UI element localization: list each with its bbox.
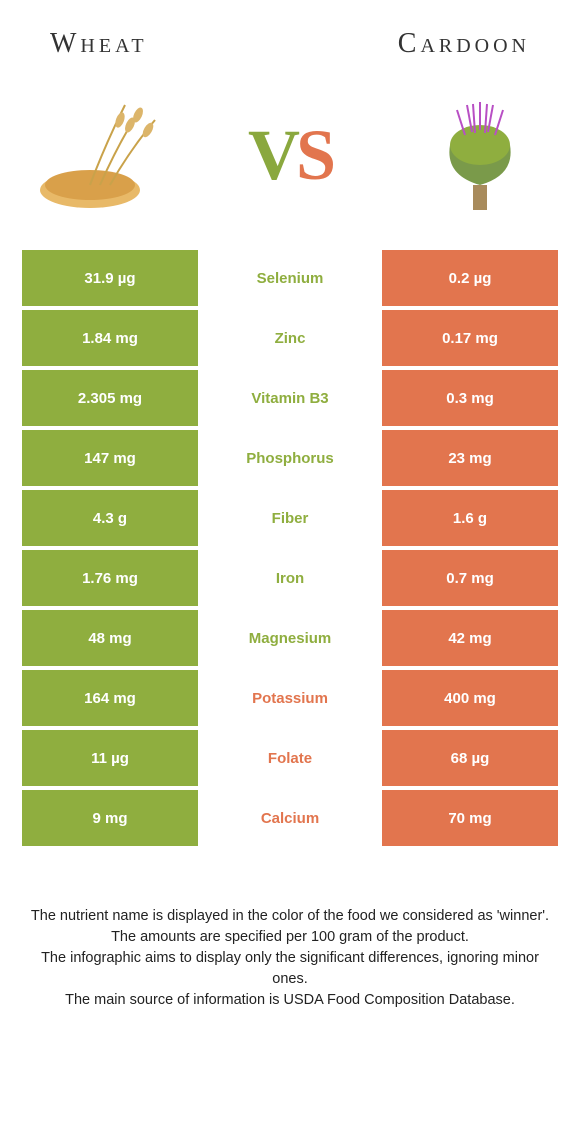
table-row: 2.305 mgVitamin B30.3 mg: [22, 370, 558, 426]
nutrient-name: Zinc: [202, 310, 378, 366]
right-value: 0.2 µg: [382, 250, 558, 306]
title-right: Cardoon: [398, 28, 530, 60]
left-value: 1.76 mg: [22, 550, 198, 606]
table-row: 1.76 mgIron0.7 mg: [22, 550, 558, 606]
nutrient-name: Selenium: [202, 250, 378, 306]
footer-notes: The nutrient name is displayed in the co…: [0, 906, 580, 1011]
vs-s: S: [296, 115, 332, 195]
nutrient-name: Phosphorus: [202, 430, 378, 486]
nutrient-name: Vitamin B3: [202, 370, 378, 426]
nutrient-name: Fiber: [202, 490, 378, 546]
right-value: 400 mg: [382, 670, 558, 726]
right-value: 23 mg: [382, 430, 558, 486]
nutrient-name: Potassium: [202, 670, 378, 726]
table-row: 4.3 gFiber1.6 g: [22, 490, 558, 546]
right-value: 68 µg: [382, 730, 558, 786]
table-row: 164 mgPotassium400 mg: [22, 670, 558, 726]
right-value: 1.6 g: [382, 490, 558, 546]
table-row: 9 mgCalcium70 mg: [22, 790, 558, 846]
left-value: 2.305 mg: [22, 370, 198, 426]
left-value: 48 mg: [22, 610, 198, 666]
footer-line-4: The main source of information is USDA F…: [28, 990, 552, 1011]
left-value: 147 mg: [22, 430, 198, 486]
right-value: 0.3 mg: [382, 370, 558, 426]
comparison-table: 31.9 µgSelenium0.2 µg1.84 mgZinc0.17 mg2…: [22, 250, 558, 846]
left-value: 31.9 µg: [22, 250, 198, 306]
footer-line-3: The infographic aims to display only the…: [28, 948, 552, 990]
footer-line-2: The amounts are specified per 100 gram o…: [28, 927, 552, 948]
left-value: 9 mg: [22, 790, 198, 846]
table-row: 48 mgMagnesium42 mg: [22, 610, 558, 666]
nutrient-name: Folate: [202, 730, 378, 786]
table-row: 31.9 µgSelenium0.2 µg: [22, 250, 558, 306]
images-row: VS: [0, 70, 580, 250]
left-value: 11 µg: [22, 730, 198, 786]
left-value: 164 mg: [22, 670, 198, 726]
vs-v: V: [248, 115, 296, 195]
title-left: Wheat: [50, 28, 148, 60]
left-value: 4.3 g: [22, 490, 198, 546]
table-row: 1.84 mgZinc0.17 mg: [22, 310, 558, 366]
nutrient-name: Magnesium: [202, 610, 378, 666]
nutrient-name: Calcium: [202, 790, 378, 846]
footer-line-1: The nutrient name is displayed in the co…: [28, 906, 552, 927]
vs-label: VS: [248, 114, 332, 197]
right-value: 42 mg: [382, 610, 558, 666]
header: Wheat Cardoon: [0, 0, 580, 70]
right-value: 0.17 mg: [382, 310, 558, 366]
nutrient-name: Iron: [202, 550, 378, 606]
left-value: 1.84 mg: [22, 310, 198, 366]
wheat-image: [30, 90, 170, 220]
right-value: 70 mg: [382, 790, 558, 846]
right-value: 0.7 mg: [382, 550, 558, 606]
table-row: 147 mgPhosphorus23 mg: [22, 430, 558, 486]
table-row: 11 µgFolate68 µg: [22, 730, 558, 786]
cardoon-image: [410, 90, 550, 220]
